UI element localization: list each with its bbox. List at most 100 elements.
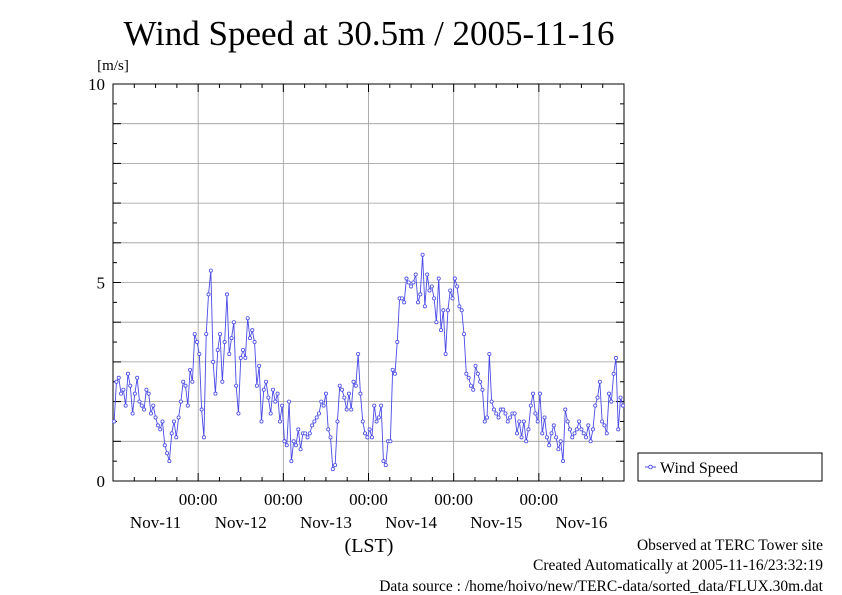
data-point [521,419,526,424]
data-point [475,371,480,376]
data-point [245,316,250,321]
data-point [220,379,225,384]
data-point [443,351,448,356]
data-point [289,459,294,464]
data-point [287,399,292,404]
data-point [425,272,430,277]
data-point [250,328,255,333]
data-point [224,292,229,297]
data-point [116,375,121,380]
data-point [247,336,252,341]
data-point [574,427,579,432]
data-point [188,367,193,372]
data-point [178,399,183,404]
data-point [144,387,149,392]
data-point [234,383,239,388]
data-point [303,431,308,436]
data-point [132,391,137,396]
data-point [577,419,582,424]
data-point [319,399,324,404]
data-point [540,431,545,436]
data-point [213,391,218,396]
data-point [268,411,273,416]
data-point [531,391,536,396]
data-point [567,427,572,432]
data-point [487,351,492,356]
data-point [310,423,315,428]
data-point [457,304,462,309]
data-point [119,391,124,396]
data-point [390,367,395,372]
data-point [333,463,338,468]
y-axis-unit-label: [m/s] [97,58,129,74]
data-point [195,340,200,345]
data-point [462,332,467,337]
data-point [125,371,130,376]
data-point [208,268,213,273]
data-point [482,419,487,424]
data-point [542,415,547,420]
data-point [211,359,216,364]
data-point [261,387,266,392]
data-point [167,459,172,464]
data-point [190,379,195,384]
data-point [593,403,598,408]
data-point [335,419,340,424]
data-point [526,427,531,432]
data-point [565,419,570,424]
data-point [148,411,153,416]
data-point [342,395,347,400]
data-point [524,439,529,444]
legend-box [637,452,823,482]
data-point [519,435,524,440]
data-point [135,375,140,380]
legend-label: Wind Speed [660,460,738,477]
data-point [376,415,381,420]
data-point [452,276,457,281]
created-note: Created Automatically at 2005-11-16/23:3… [533,557,823,574]
data-point [409,284,414,289]
data-point [563,407,568,412]
x-date-label: Nov-13 [300,513,352,532]
data-point [358,391,363,396]
series-line [113,254,624,471]
data-point [512,411,517,416]
data-point [252,340,257,345]
data-point [227,351,232,356]
data-point [363,431,368,436]
data-point [434,320,439,325]
data-point [381,459,386,464]
data-point [266,395,271,400]
data-point [597,379,602,384]
data-point [395,340,400,345]
data-point [155,423,160,428]
data-point [415,300,420,305]
data-point [273,399,278,404]
data-point [584,435,589,440]
data-point [514,431,519,436]
data-point [489,399,494,404]
data-point [330,467,335,472]
data-point [171,419,176,424]
data-point [369,435,374,440]
data-point [517,419,522,424]
data-point [243,355,248,360]
data-point [305,435,310,440]
data-point [137,399,142,404]
data-point [282,439,287,444]
data-point [600,419,605,424]
observed-note: Observed at TERC Tower site [637,537,823,554]
data-point [590,427,595,432]
y-tick-label: 10 [88,75,105,94]
data-point [356,351,361,356]
data-point [174,435,179,440]
data-point [595,395,600,400]
data-point [284,443,289,448]
data-point [579,427,584,432]
chart-title: Wind Speed at 30.5m / 2005-11-16 [123,14,614,53]
data-point [588,439,593,444]
data-point [139,403,144,408]
y-tick-labels: 0 5 10 [88,75,105,491]
data-point [427,288,432,293]
data-point [494,411,499,416]
